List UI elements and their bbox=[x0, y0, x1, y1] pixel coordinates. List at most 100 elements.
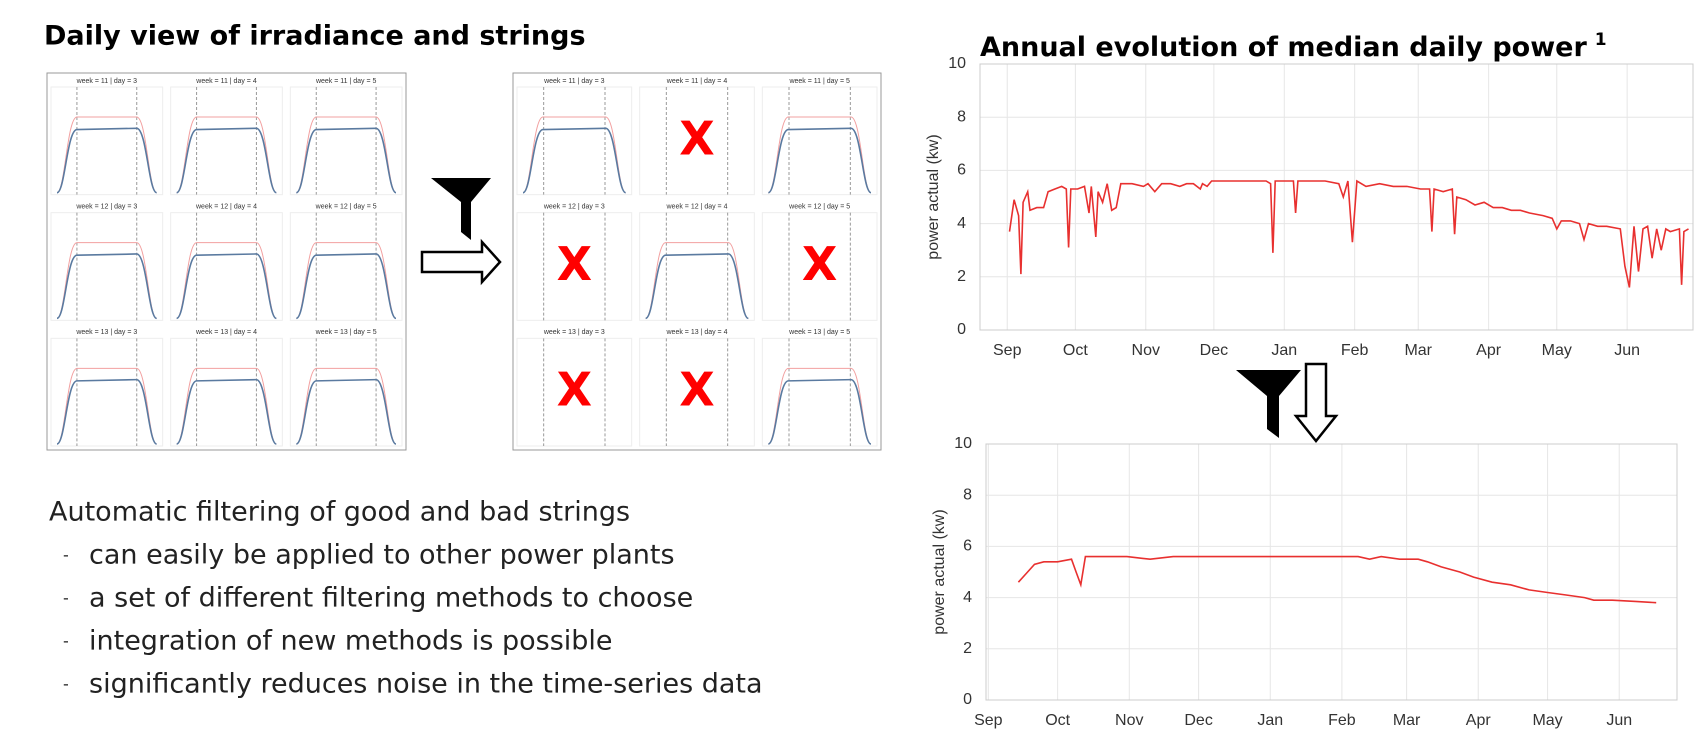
reject-mark: X bbox=[557, 237, 592, 291]
x-tick-label: Apr bbox=[1476, 342, 1502, 359]
x-tick-label: Dec bbox=[1184, 712, 1212, 729]
section-title: Daily view of irradiance and strings bbox=[44, 21, 586, 52]
panel bbox=[761, 86, 878, 196]
panel-label: week = 13 | day = 5 bbox=[315, 329, 377, 336]
reject-mark: X bbox=[802, 237, 837, 291]
x-tick-label: Mar bbox=[1404, 342, 1432, 359]
arrow bbox=[1293, 362, 1339, 444]
y-tick-label: 8 bbox=[963, 486, 972, 503]
panel bbox=[289, 86, 403, 196]
chart-title-note: 1 bbox=[1595, 30, 1607, 50]
panel bbox=[639, 337, 755, 447]
x-tick-label: Jan bbox=[1271, 342, 1297, 359]
panel-label: week = 12 | day = 3 bbox=[543, 204, 605, 211]
bullet-dash: - bbox=[63, 589, 69, 608]
y-tick-label: 2 bbox=[963, 640, 972, 657]
reject-mark: X bbox=[557, 363, 592, 417]
string-curve bbox=[56, 253, 158, 320]
panel-label: week = 11 | day = 3 bbox=[543, 78, 605, 85]
string-curve bbox=[522, 127, 627, 194]
x-tick-label: Nov bbox=[1115, 712, 1143, 729]
x-tick-label: Apr bbox=[1466, 712, 1492, 729]
y-tick-label: 0 bbox=[963, 691, 972, 708]
panel bbox=[289, 212, 403, 321]
panel-label: week = 12 | day = 3 bbox=[75, 204, 137, 211]
y-axis-label: power actual (kw) bbox=[925, 134, 942, 259]
chart-title: Annual evolution of median daily power 1 bbox=[980, 30, 1607, 63]
power-line bbox=[1017, 555, 1657, 604]
y-axis-label: power actual (kw) bbox=[931, 509, 948, 634]
bullet: integration of new methods is possible bbox=[89, 626, 613, 657]
x-tick-label: Mar bbox=[1393, 712, 1421, 729]
panel-label: week = 13 | day = 5 bbox=[788, 329, 850, 336]
string-curve bbox=[175, 378, 278, 445]
panel bbox=[170, 337, 283, 447]
y-tick-label: 4 bbox=[957, 215, 966, 232]
panel bbox=[639, 86, 755, 196]
panel bbox=[50, 86, 164, 196]
panel-label: week = 11 | day = 5 bbox=[315, 78, 377, 85]
string-curve bbox=[56, 378, 158, 445]
string-curve bbox=[767, 378, 872, 445]
x-tick-label: Dec bbox=[1200, 342, 1228, 359]
string-curve bbox=[767, 127, 872, 194]
power-line bbox=[1008, 179, 1689, 288]
panel-label: week = 12 | day = 5 bbox=[315, 204, 377, 211]
panel-label: week = 13 | day = 4 bbox=[195, 329, 257, 336]
bullet-dash: - bbox=[63, 632, 69, 651]
plot-frame bbox=[985, 443, 1678, 701]
x-tick-label: Oct bbox=[1045, 712, 1070, 729]
panel bbox=[639, 212, 755, 321]
x-tick-label: Jun bbox=[1614, 342, 1640, 359]
panel bbox=[50, 337, 164, 447]
y-tick-label: 10 bbox=[948, 55, 966, 72]
panel bbox=[516, 86, 633, 196]
reject-mark: X bbox=[679, 111, 714, 165]
bullet: a set of different filtering methods to … bbox=[89, 583, 693, 614]
plot-frame bbox=[979, 63, 1694, 331]
panel-label: week = 12 | day = 5 bbox=[788, 204, 850, 211]
x-tick-label: Feb bbox=[1341, 342, 1369, 359]
y-tick-label: 10 bbox=[954, 435, 972, 452]
panel-label: week = 11 | day = 4 bbox=[666, 78, 728, 85]
string-curve bbox=[295, 378, 397, 445]
bullet: significantly reduces noise in the time-… bbox=[89, 669, 763, 700]
panel bbox=[516, 337, 633, 447]
panel bbox=[170, 212, 283, 321]
panel-label: week = 11 | day = 4 bbox=[195, 78, 257, 85]
string-curve bbox=[56, 127, 158, 194]
panel-label: week = 13 | day = 3 bbox=[75, 329, 137, 336]
panel-label: week = 11 | day = 3 bbox=[76, 78, 138, 85]
string-curve bbox=[295, 127, 397, 194]
panel-label: week = 12 | day = 4 bbox=[195, 204, 257, 211]
arrow bbox=[420, 238, 502, 286]
string-curve bbox=[175, 127, 278, 194]
panel bbox=[50, 212, 164, 321]
panel bbox=[761, 212, 878, 321]
x-tick-label: May bbox=[1542, 342, 1572, 359]
x-tick-label: Oct bbox=[1063, 342, 1088, 359]
y-tick-label: 6 bbox=[957, 162, 966, 179]
bullet-dash: - bbox=[63, 546, 69, 565]
panel-label: week = 11 | day = 5 bbox=[788, 78, 850, 85]
string-curve bbox=[175, 253, 278, 320]
string-curve bbox=[644, 253, 750, 320]
panel bbox=[289, 337, 403, 447]
x-tick-label: Nov bbox=[1132, 342, 1160, 359]
y-tick-label: 8 bbox=[957, 108, 966, 125]
string-curve bbox=[295, 253, 397, 320]
x-tick-label: Sep bbox=[993, 342, 1022, 359]
grid-frame bbox=[46, 72, 407, 451]
x-tick-label: Jan bbox=[1257, 712, 1283, 729]
panel-label: week = 12 | day = 4 bbox=[666, 204, 728, 211]
summary-heading: Automatic filtering of good and bad stri… bbox=[49, 497, 630, 528]
x-tick-label: Feb bbox=[1328, 712, 1356, 729]
panel bbox=[516, 212, 633, 321]
panel-label: week = 13 | day = 3 bbox=[543, 329, 605, 336]
y-tick-label: 0 bbox=[957, 321, 966, 338]
y-tick-label: 2 bbox=[957, 268, 966, 285]
panel-label: week = 13 | day = 4 bbox=[666, 329, 728, 336]
x-tick-label: Jun bbox=[1606, 712, 1632, 729]
panel bbox=[170, 86, 283, 196]
